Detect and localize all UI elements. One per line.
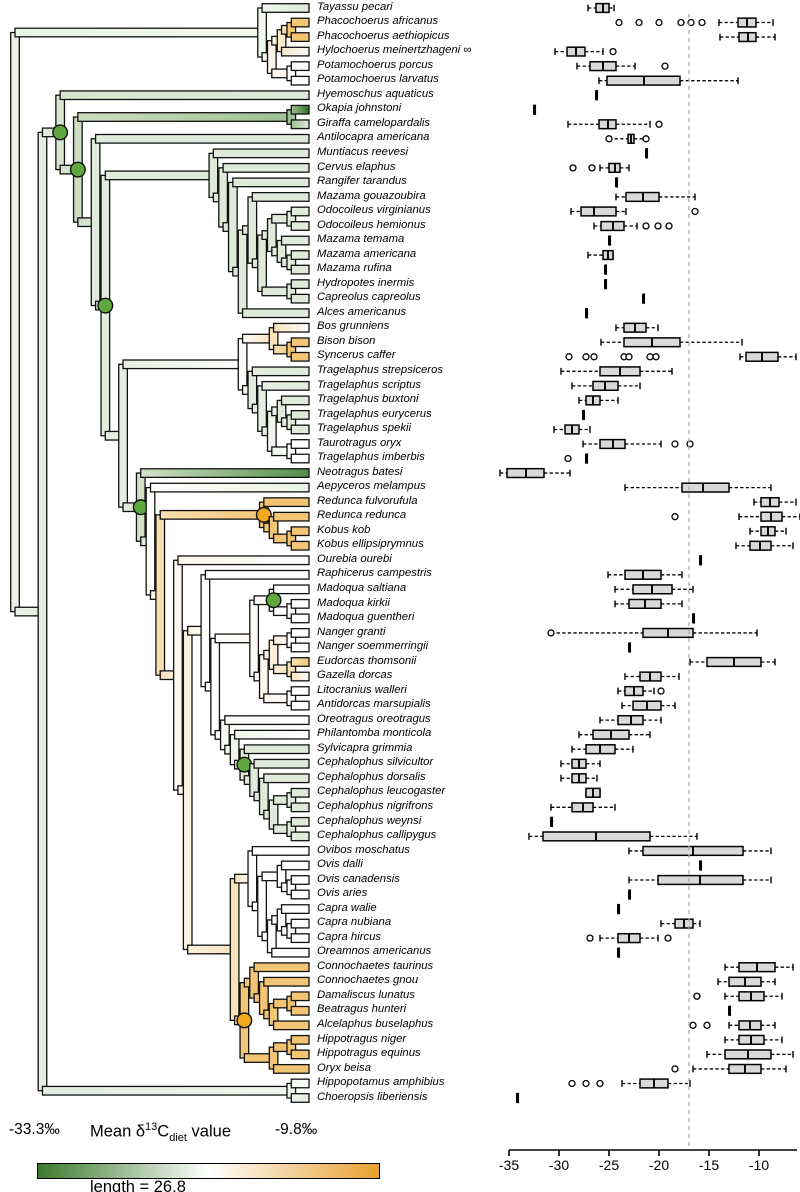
svg-text:-35: -35: [499, 1157, 519, 1173]
svg-text:-15: -15: [699, 1157, 719, 1173]
svg-text:-20: -20: [649, 1157, 669, 1173]
svg-text:-10: -10: [749, 1157, 769, 1173]
svg-text:-25: -25: [599, 1157, 619, 1173]
svg-text:-30: -30: [549, 1157, 569, 1173]
